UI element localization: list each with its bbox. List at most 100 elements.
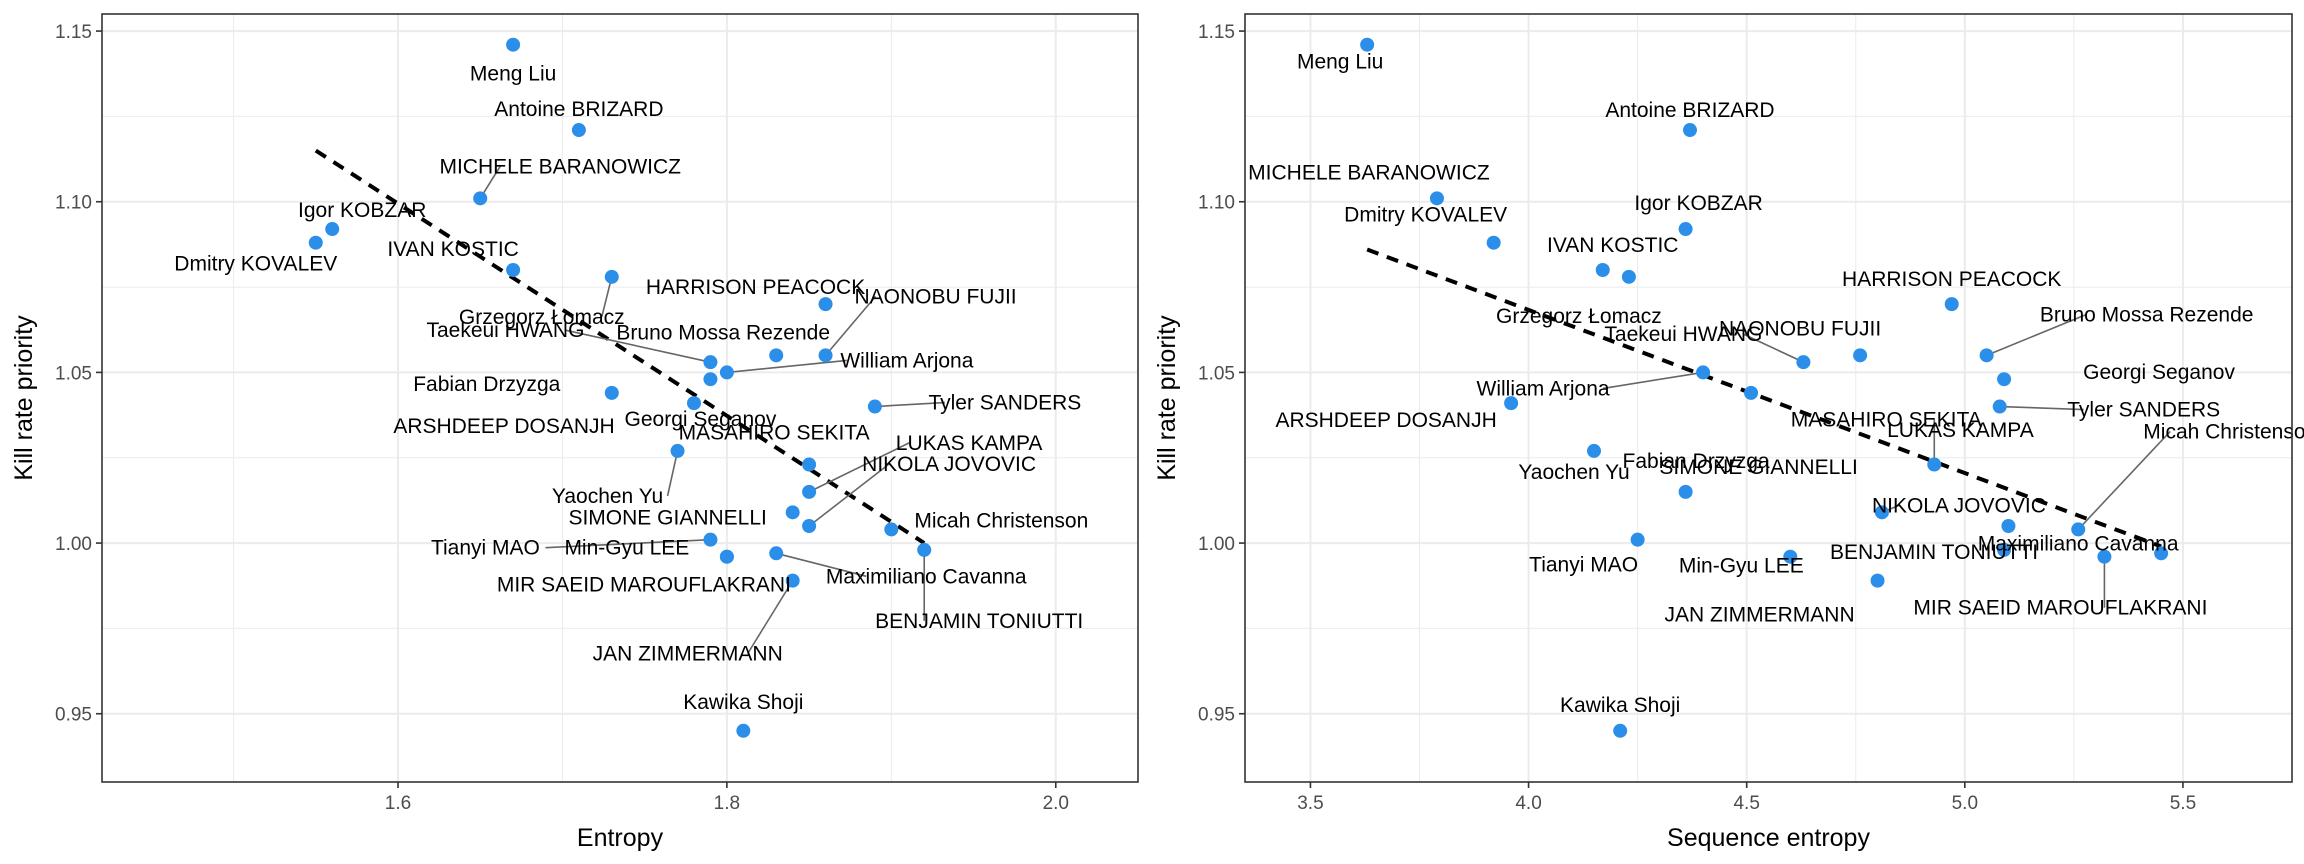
point-label: BENJAMIN TONIUTTI (875, 610, 1083, 633)
point-label: Min-Gyu LEE (1679, 555, 1804, 578)
data-point (687, 396, 701, 411)
data-point (1678, 484, 1693, 499)
data-point (719, 365, 734, 380)
point-label: NAONOBU FUJII (854, 285, 1016, 308)
data-point (802, 519, 817, 533)
x-axis-title: Sequence entropy (1667, 824, 1870, 852)
point-label: IVAN KOSTIC (387, 238, 518, 261)
point-label: Tyler SANDERS (928, 392, 1081, 415)
leader-line (808, 463, 890, 527)
data-point (1360, 37, 1375, 52)
x-tick-label: 3.5 (1297, 793, 1323, 814)
leader-lines (1602, 313, 2171, 608)
x-axis-title: Entropy (577, 824, 664, 852)
leader-line (746, 580, 794, 655)
y-tick-label: 1.15 (1198, 22, 1235, 43)
point-label: MIR SAEID MAROUFLAKRANI (497, 574, 791, 597)
data-point (1927, 457, 1942, 472)
leader-line (874, 401, 945, 408)
leader-line (808, 442, 910, 493)
point-label: Taekeui HWANG (426, 319, 584, 342)
trend-line (1366, 247, 2162, 549)
point-labels: Meng Liu Antoine BRIZARD MICHELE BARANOWIC… (174, 63, 1088, 714)
points (308, 37, 932, 738)
plot-background (102, 14, 1138, 782)
leader-line (666, 450, 679, 497)
data-point (1796, 355, 1811, 370)
point-label: LUKAS KAMPA (1887, 419, 2034, 442)
x-tick-label: 5.0 (1952, 793, 1978, 814)
trend-line (314, 148, 926, 545)
data-point (571, 123, 586, 138)
y-tick-label: 1.10 (1198, 193, 1235, 214)
y-tick-label: 1.15 (55, 22, 92, 43)
leader-line (545, 538, 711, 549)
leader-lines (479, 165, 945, 655)
y-axis-title: Kill rate priority (1153, 315, 1181, 481)
point-label: NIKOLA JOVOVIC (862, 453, 1036, 476)
data-point (719, 549, 734, 564)
data-point (1486, 235, 1501, 250)
leader-line (1743, 333, 1804, 363)
y-axis-title: Kill rate priority (10, 315, 38, 481)
panel-border (1244, 13, 2293, 783)
leader-line (726, 359, 847, 374)
point-label: Igor KOBZAR (298, 199, 426, 222)
data-point (802, 484, 817, 499)
data-point (818, 297, 833, 312)
point-label: MICHELE BARANOWICZ (439, 155, 681, 178)
grid (102, 14, 1138, 782)
point-label: NAONOBU FUJII (1719, 317, 1881, 340)
point-label: Tianyi MAO (431, 537, 540, 560)
x-axis-ticks: 3.5 4.0 4.5 5.0 5.5 (1297, 782, 2196, 814)
data-point (2154, 546, 2169, 561)
x-tick-label: 5.5 (2170, 793, 2196, 814)
data-point (867, 399, 882, 414)
point-label: LUKAS KAMPA (896, 432, 1043, 455)
point-label: Grzegorz Łomacz (1496, 305, 1662, 328)
y-tick-label: 1.00 (1198, 534, 1235, 555)
data-point (506, 263, 521, 277)
point-label: MICHELE BARANOWICZ (1248, 161, 1490, 184)
point-label: Maximiliano Cavanna (826, 565, 1027, 588)
y-tick-label: 1.10 (55, 193, 92, 214)
point-label: Micah Christenson (2143, 420, 2304, 443)
data-point (604, 269, 619, 284)
x-tick-label: 4.0 (1515, 793, 1541, 814)
data-point (1997, 542, 2012, 557)
data-point (1587, 443, 1601, 458)
data-point (1744, 385, 1759, 400)
point-label: Meng Liu (470, 63, 556, 86)
point-label: Fabian Drzyzga (413, 373, 560, 396)
x-tick-label: 1.8 (714, 793, 740, 814)
data-point (917, 542, 932, 557)
x-axis-ticks: 1.6 1.8 2.0 (385, 782, 1069, 814)
point-label: Antoine BRIZARD (494, 98, 663, 121)
data-point (308, 235, 323, 250)
point-label: JAN ZIMMERMANN (1664, 604, 1854, 627)
point-label: Maximiliano Cavanna (1978, 532, 2179, 555)
panel-border (101, 13, 1139, 783)
data-point (1874, 505, 1889, 520)
point-label: Antoine BRIZARD (1605, 99, 1774, 122)
point-label: Meng Liu (1297, 51, 1383, 74)
point-label: Bruno Mossa Rezende (616, 321, 830, 344)
point-label: SIMONE GIANNELLI (1659, 456, 1857, 479)
data-point (1944, 297, 1959, 312)
x-tick-label: 4.5 (1733, 793, 1759, 814)
data-point (785, 573, 800, 588)
point-label: NIKOLA JOVOVIC (1872, 494, 2046, 517)
point-label: MIR SAEID MAROUFLAKRANI (1913, 597, 2207, 620)
data-point (736, 723, 751, 738)
y-tick-label: 0.95 (1198, 705, 1235, 726)
data-point (1504, 396, 1519, 411)
point-label: Micah Christenson (914, 509, 1088, 532)
point-label: JAN ZIMMERMANN (593, 643, 783, 666)
x-tick-label: 1.6 (385, 793, 411, 814)
point-label: SIMONE GIANNELLI (568, 506, 766, 529)
data-point (473, 191, 488, 206)
point-label: Tyler SANDERS (2067, 399, 2220, 422)
point-label: ARSHDEEP DOSANJH (393, 415, 614, 438)
data-point (769, 348, 784, 363)
point-label: Fabian Drzyzga (1623, 450, 1770, 473)
